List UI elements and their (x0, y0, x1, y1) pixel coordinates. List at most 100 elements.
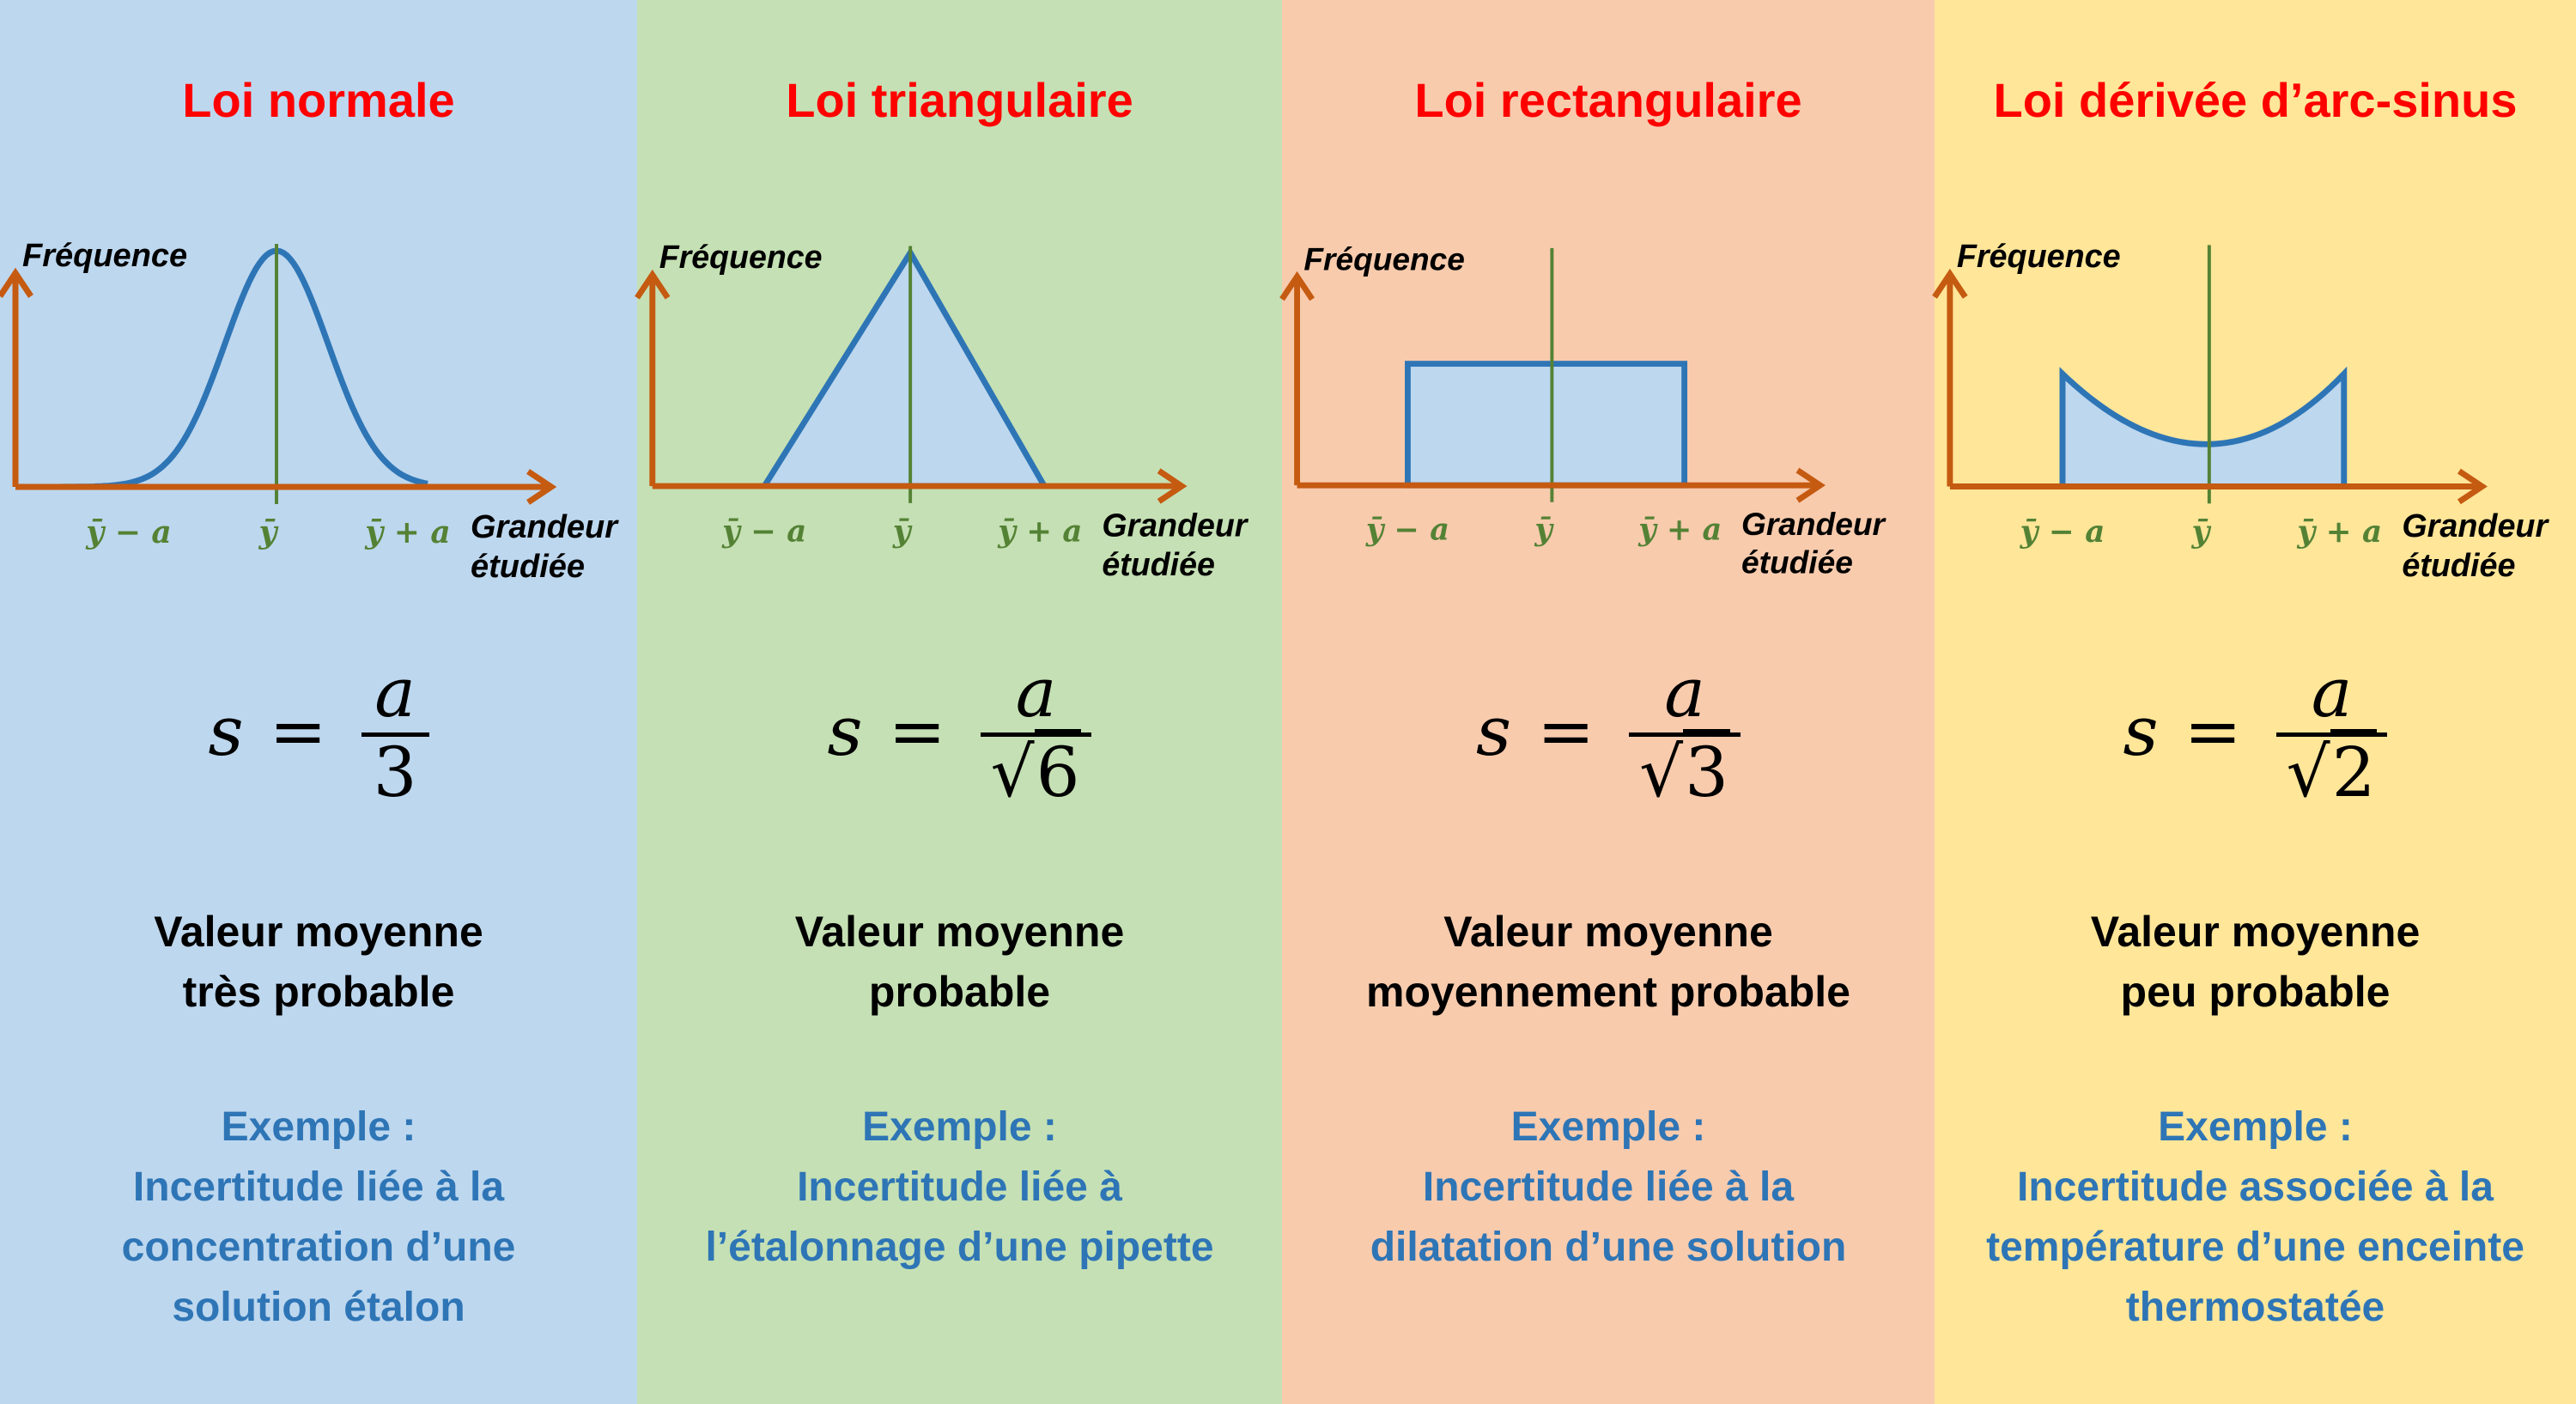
x-axis-label-line-2: étudiée (1741, 544, 1853, 580)
standard-deviation-formula: s = a 3 (0, 653, 637, 809)
x-axis-label-line-1: Grandeur (1102, 507, 1249, 543)
formula-equals: = (2184, 690, 2242, 771)
example-text: Exemple : Incertitude liée à la concentr… (0, 1097, 637, 1338)
description-line-2: moyennement probable (1366, 968, 1850, 1016)
triangle-shape (758, 246, 1050, 489)
tick-label-center: ȳ (2191, 514, 2212, 550)
example-heading: Exemple : (221, 1104, 416, 1150)
formula-equals: = (1537, 690, 1595, 771)
formula-denominator-value: 6 (1034, 729, 1082, 812)
formula-fraction: a √3 (1629, 653, 1741, 812)
panel-triangular: Loi triangulaire Fréquence Grandeur étudié… (635, 0, 1282, 1404)
standard-deviation-formula: s = a √3 (1282, 653, 1935, 812)
tick-label-left: ȳ − a (2020, 514, 2105, 550)
x-axis-arrow (1795, 467, 1826, 503)
tick-label-center: ȳ (892, 514, 913, 549)
formula-lhs: s (827, 690, 863, 771)
x-axis-arrow (526, 469, 557, 505)
panel-title: Loi normale (182, 73, 455, 127)
x-axis-label-line-1: Grandeur (471, 509, 619, 545)
example-heading: Exemple : (1510, 1104, 1706, 1150)
example-text: Exemple : Incertitude liée à la dilatati… (1282, 1097, 1935, 1278)
example-line-3: thermostatée (2125, 1285, 2385, 1330)
formula-lhs: s (2123, 690, 2159, 771)
probability-description: Valeur moyenne moyennement probable (1282, 902, 1935, 1022)
formula-numerator: a (374, 653, 416, 732)
formula-denominator: √2 (2275, 729, 2388, 812)
example-heading: Exemple : (2158, 1104, 2353, 1150)
description-line-1: Valeur moyenne (2090, 908, 2421, 956)
sqrt-symbol: √ (990, 732, 1035, 812)
y-axis-label: Fréquence (659, 239, 823, 275)
arcsine-shape (2059, 366, 2348, 489)
example-line-3: solution étalon (172, 1285, 465, 1330)
tick-label-right: ȳ + a (997, 514, 1082, 549)
example-line-1: Incertitude liée à la (132, 1164, 505, 1210)
formula-fraction: a √2 (2275, 653, 2388, 812)
standard-deviation-formula: s = a √6 (637, 653, 1282, 812)
formula-fraction: a √6 (980, 653, 1092, 812)
description-line-2: peu probable (2120, 968, 2391, 1016)
formula-fraction: a 3 (361, 653, 429, 809)
y-axis-label: Fréquence (1957, 238, 2121, 274)
panel-normal: Loi normale Fréquence Grandeur étudiée ȳ − … (0, 0, 637, 1404)
example-text: Exemple : Incertitude liée à l’étalonnag… (637, 1097, 1282, 1278)
formula-numerator: a (1015, 653, 1057, 732)
x-axis-label-line-2: étudiée (471, 549, 585, 585)
y-axis-arrow (635, 269, 671, 300)
x-axis-label-line-2: étudiée (2402, 547, 2515, 583)
tick-label-right: ȳ + a (2296, 514, 2382, 550)
y-axis-arrow (1279, 270, 1315, 301)
example-heading: Exemple : (862, 1104, 1057, 1150)
sqrt-symbol: √ (1639, 732, 1684, 812)
probability-description: Valeur moyenne très probable (0, 902, 637, 1022)
example-line-2: dilatation d’une solution (1370, 1225, 1847, 1270)
example-line-1: Incertitude liée à la (1422, 1164, 1795, 1210)
formula-numerator: a (1664, 653, 1705, 732)
formula-denominator-value: 3 (1683, 729, 1730, 812)
sqrt-symbol: √ (2286, 732, 2330, 812)
y-axis-label: Fréquence (1303, 240, 1465, 277)
panel-arcsine: Loi dérivée d’arc-sinus Fréquence Grandeu… (1932, 0, 2576, 1404)
rectangle-shape (1405, 361, 1688, 489)
formula-denominator: √6 (980, 729, 1092, 812)
formula-denominator-value: 3 (373, 732, 417, 812)
standard-deviation-formula: s = a √2 (1935, 653, 2576, 812)
example-line-1: Incertitude associée à la (2017, 1164, 2494, 1210)
description-line-1: Valeur moyenne (154, 908, 483, 956)
tick-label-left: ȳ − a (1365, 513, 1449, 548)
panel-title: Loi triangulaire (786, 73, 1133, 127)
example-line-1: Incertitude liée à (797, 1164, 1122, 1210)
formula-equals: = (269, 690, 327, 771)
formula-denominator: 3 (361, 732, 429, 809)
tick-label-left: ȳ − a (721, 514, 806, 549)
formula-denominator: √3 (1629, 729, 1741, 812)
probability-description: Valeur moyenne probable (637, 902, 1282, 1022)
y-axis-arrow (1932, 268, 1968, 299)
panel-rectangular: Loi rectangulaire Fréquence Grandeur étudi… (1279, 0, 1935, 1404)
example-text: Exemple : Incertitude associée à la temp… (1935, 1097, 2576, 1338)
tick-label-left: ȳ − a (85, 514, 171, 550)
x-axis-arrow (1157, 468, 1188, 504)
tick-label-right: ȳ + a (1637, 513, 1722, 548)
formula-lhs: s (1476, 690, 1512, 771)
x-axis-arrow (2457, 468, 2488, 505)
x-axis-label-line-1: Grandeur (1741, 506, 1886, 542)
panel-title: Loi rectangulaire (1414, 73, 1802, 127)
formula-equals: = (888, 690, 946, 771)
description-line-2: très probable (182, 968, 455, 1016)
example-line-2: l’étalonnage d’une pipette (705, 1225, 1214, 1270)
tick-label-center: ȳ (1534, 513, 1554, 548)
normal-curve (15, 247, 428, 490)
probability-description: Valeur moyenne peu probable (1935, 902, 2576, 1022)
tick-label-center: ȳ (258, 514, 279, 550)
x-axis-label-line-1: Grandeur (2402, 508, 2549, 544)
description-line-1: Valeur moyenne (794, 908, 1125, 956)
description-line-1: Valeur moyenne (1443, 908, 1773, 956)
y-axis-label: Fréquence (22, 238, 187, 274)
